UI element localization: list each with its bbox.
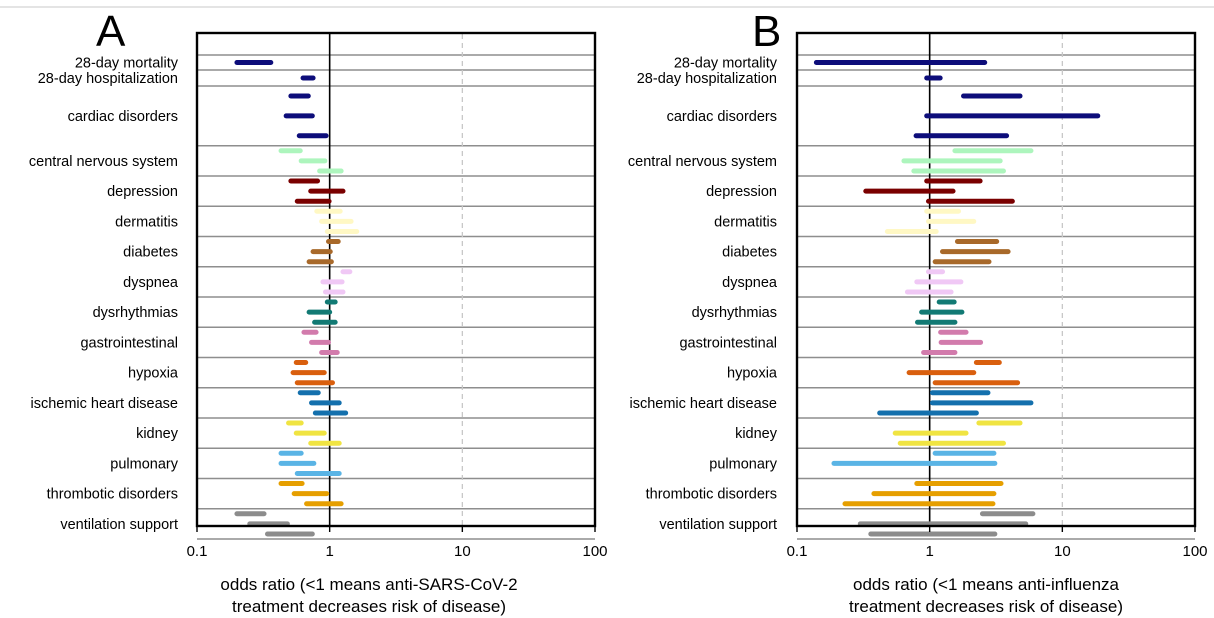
panel-b-ticks: 0.1 1 10 100: [787, 526, 1208, 560]
group-label-ventilation-support: ventilation support: [659, 517, 777, 533]
x-tick-label: 10: [1054, 543, 1071, 560]
panel-a-label: A: [96, 7, 126, 56]
group-label-28-day-hospitalization: 28-day hospitalization: [637, 71, 777, 87]
group-label-central-nervous-system: central nervous system: [29, 154, 178, 170]
group-label-28-day-mortality: 28-day mortality: [75, 56, 179, 72]
group-label-dyspnea: dyspnea: [722, 275, 778, 291]
panel-a-xlabel-line2: treatment decreases risk of disease): [232, 597, 506, 616]
plot-frame: [795, 31, 1197, 528]
group-label-pulmonary: pulmonary: [110, 456, 178, 472]
panel-a-plot: [195, 31, 597, 540]
plot-frame: [195, 31, 597, 528]
group-label-depression: depression: [706, 184, 777, 200]
group-label-cardiac-disorders: cardiac disorders: [68, 109, 178, 125]
group-label-28-day-hospitalization: 28-day hospitalization: [38, 71, 178, 87]
x-tick-label: 1: [325, 543, 333, 560]
group-label-dyspnea: dyspnea: [123, 275, 179, 291]
group-label-ischemic-heart-disease: ischemic heart disease: [31, 396, 179, 412]
x-tick-label: 10: [454, 543, 471, 560]
x-tick-label: 0.1: [787, 543, 808, 560]
group-label-pulmonary: pulmonary: [709, 456, 777, 472]
group-label-central-nervous-system: central nervous system: [628, 154, 777, 170]
panel-b-label: B: [752, 7, 781, 56]
group-label-kidney: kidney: [735, 426, 778, 442]
group-label-thrombotic-disorders: thrombotic disorders: [47, 487, 178, 503]
panel-a-ticks: 0.1 1 10 100: [187, 526, 608, 560]
group-label-28-day-mortality: 28-day mortality: [674, 56, 778, 72]
group-label-thrombotic-disorders: thrombotic disorders: [646, 487, 777, 503]
x-tick-label: 1: [925, 543, 933, 560]
group-label-hypoxia: hypoxia: [128, 366, 179, 382]
group-label-diabetes: diabetes: [722, 245, 777, 261]
x-tick-label: 100: [582, 543, 607, 560]
group-label-gastrointestinal: gastrointestinal: [80, 335, 178, 351]
group-label-cardiac-disorders: cardiac disorders: [667, 109, 777, 125]
group-label-hypoxia: hypoxia: [727, 366, 778, 382]
group-label-diabetes: diabetes: [123, 245, 178, 261]
panel-b-plot: [795, 31, 1197, 540]
group-label-dysrhythmias: dysrhythmias: [93, 305, 178, 321]
group-label-ventilation-support: ventilation support: [60, 517, 178, 533]
group-label-kidney: kidney: [136, 426, 179, 442]
group-label-dysrhythmias: dysrhythmias: [692, 305, 777, 321]
x-tick-label: 100: [1182, 543, 1207, 560]
group-label-dermatitis: dermatitis: [714, 214, 777, 230]
group-label-gastrointestinal: gastrointestinal: [679, 335, 777, 351]
group-label-ischemic-heart-disease: ischemic heart disease: [630, 396, 778, 412]
group-label-dermatitis: dermatitis: [115, 214, 178, 230]
panel-a-xlabel-line1: odds ratio (<1 means anti-SARS-CoV-2: [220, 575, 517, 594]
panel-b-xlabel-line1: odds ratio (<1 means anti-influenza: [853, 575, 1120, 594]
group-label-depression: depression: [107, 184, 178, 200]
panel-b-xlabel-line2: treatment decreases risk of disease): [849, 597, 1123, 616]
x-tick-label: 0.1: [187, 543, 208, 560]
